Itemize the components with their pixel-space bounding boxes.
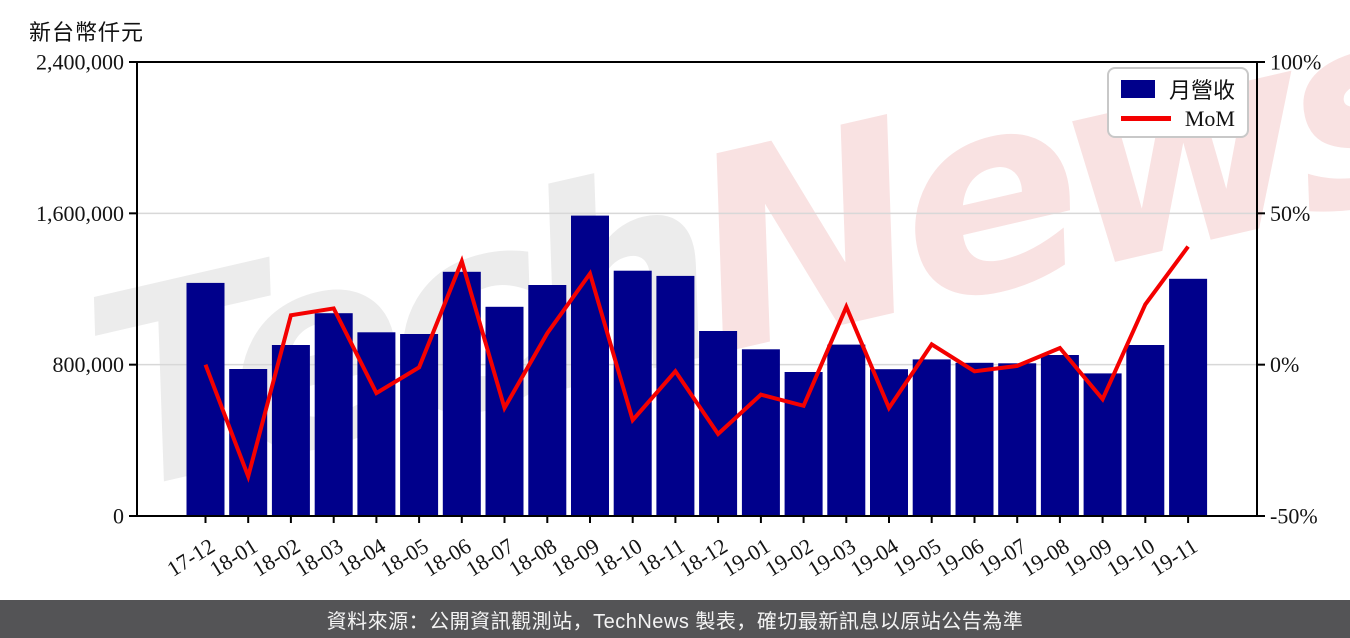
bar-18-10 xyxy=(613,270,652,516)
x-tick-label-19-11: 19-11 xyxy=(1146,533,1202,581)
y-axis-unit-label: 新台幣仟元 xyxy=(29,20,145,45)
bar-19-10 xyxy=(1126,345,1165,516)
legend-label-mom: MoM xyxy=(1184,105,1235,131)
bar-19-03 xyxy=(827,344,866,516)
legend-item-revenue: 月營收 xyxy=(1121,73,1235,105)
revenue-bars xyxy=(186,215,1208,516)
bar-19-11 xyxy=(1169,278,1208,516)
left-axis: 0 800,000 1,600,000 2,400,000 xyxy=(36,50,137,529)
left-tick-label: 2,400,000 xyxy=(36,50,124,75)
bar-19-08 xyxy=(1040,355,1079,516)
x-axis: 17-1218-0118-0218-0318-0418-0518-0618-07… xyxy=(162,516,1202,581)
bar-18-06 xyxy=(442,271,481,516)
plot-border xyxy=(136,61,1258,517)
legend-label-revenue: 月營收 xyxy=(1168,78,1235,104)
chart-legend: 月營收 MoM xyxy=(1107,67,1249,138)
right-tick-label: 100% xyxy=(1270,50,1321,75)
bar-18-09 xyxy=(571,215,609,516)
mom-line-swatch xyxy=(1121,116,1171,122)
bar-19-04 xyxy=(870,369,908,516)
right-tick-label: 0% xyxy=(1270,352,1299,377)
bar-19-07 xyxy=(998,363,1037,516)
left-tick-label: 0 xyxy=(113,504,124,529)
revenue-bar-swatch xyxy=(1121,80,1155,99)
bar-18-02 xyxy=(271,345,310,516)
bar-18-04 xyxy=(357,332,396,516)
bar-18-11 xyxy=(656,275,695,516)
right-axis: -50% 0% 50% 100% xyxy=(1257,50,1321,529)
mom-line xyxy=(203,245,1190,483)
left-tick-label: 800,000 xyxy=(53,352,125,377)
source-footer: 資料來源：公開資訊觀測站，TechNews 製表，確切最新訊息以原站公告為準 xyxy=(0,600,1350,638)
bar-18-08 xyxy=(528,285,567,516)
right-tick-label: -50% xyxy=(1270,504,1318,529)
bar-18-03 xyxy=(314,313,353,516)
bar-19-02 xyxy=(784,372,823,516)
bar-18-05 xyxy=(400,334,439,516)
right-tick-label: 50% xyxy=(1270,201,1310,226)
revenue-mom-chart: TechNews0800,0001,600,0002,400,000-50%0%… xyxy=(36,0,1350,581)
bar-19-06 xyxy=(955,362,994,516)
bar-19-01 xyxy=(741,349,780,516)
source-footer-text: 資料來源：公開資訊觀測站，TechNews 製表，確切最新訊息以原站公告為準 xyxy=(326,610,1024,633)
bar-19-05 xyxy=(912,359,951,516)
left-tick-label: 1,600,000 xyxy=(36,201,124,226)
legend-item-mom: MoM xyxy=(1121,106,1235,132)
